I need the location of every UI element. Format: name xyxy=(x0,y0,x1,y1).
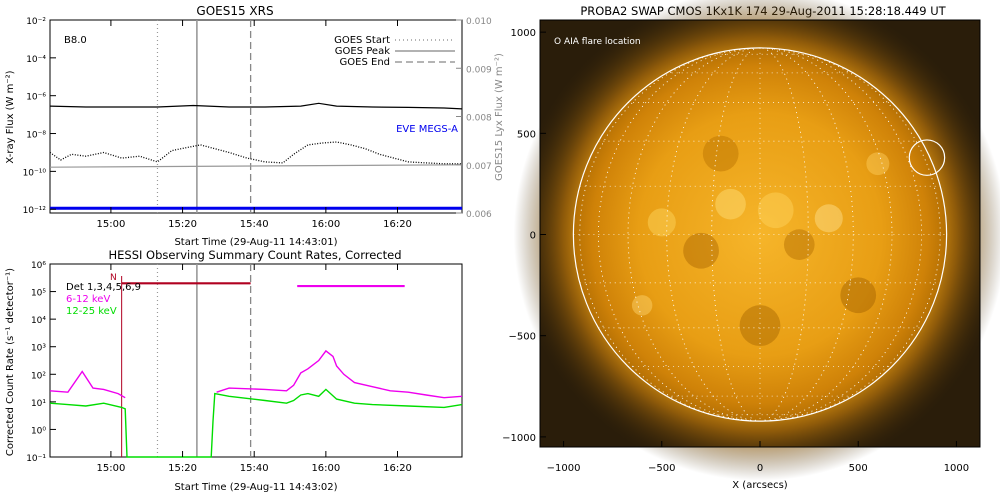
hessi-ylabel: Corrected Count Rate (s⁻¹ detector⁻¹) xyxy=(5,268,16,456)
solar-feature xyxy=(631,295,653,316)
hessi-ytick-label: 10⁻¹ xyxy=(26,454,46,464)
hessi-legend: Det 1,3,4,5,6,9 6-12 keV 12-25 keV xyxy=(66,282,141,317)
swap-ytick-label: 500 xyxy=(517,129,536,140)
solar-disk xyxy=(573,47,947,422)
swap-xtick-label: −500 xyxy=(648,463,675,474)
solar-feature xyxy=(783,229,815,260)
goes-ytick-label: 10⁻² xyxy=(26,17,46,27)
series-6-12-kev-segment xyxy=(216,349,463,399)
goes-legend: GOES Start GOES Peak GOES End xyxy=(334,35,455,68)
goes-ytick-label: 10⁻⁴ xyxy=(26,55,46,65)
hessi-ytick-label: 10⁰ xyxy=(31,426,46,436)
goes-y2tick-label: 0.010 xyxy=(466,17,492,27)
legend-goes-start-label: GOES Start xyxy=(334,35,390,46)
goes-plot-frame xyxy=(49,19,463,214)
solar-feature xyxy=(757,192,794,229)
hessi-ytick-label: 10⁴ xyxy=(31,316,46,326)
hessi-xlabel: Start Time (29-Aug-11 14:43:02) xyxy=(174,482,337,493)
swap-xlabel: X (arcsecs) xyxy=(732,480,788,491)
hessi-xtick-label: 15:20 xyxy=(168,463,197,474)
goes-y2tick-label: 0.008 xyxy=(466,114,492,124)
hessi-panel: HESSI Observing Summary Count Rates, Cor… xyxy=(5,248,463,493)
swap-ytick-label: 1000 xyxy=(511,28,536,39)
goes-xtick-label: 15:20 xyxy=(168,219,197,230)
goes-xtick-label: 15:40 xyxy=(240,219,269,230)
solar-feature xyxy=(739,305,781,347)
solar-texture xyxy=(573,47,947,422)
grid-longitude-line xyxy=(579,47,941,422)
series-goes15-lyx-flux xyxy=(49,164,463,168)
hessi-plot-frame xyxy=(49,263,463,458)
swap-xtick-label: −1000 xyxy=(547,463,581,474)
goes-xtick-label: 15:00 xyxy=(96,219,125,230)
goes-xtick-label: 16:00 xyxy=(311,219,340,230)
goes-y2tick-label: 0.006 xyxy=(466,210,492,220)
legend-6-12-kev: 6-12 keV xyxy=(66,294,110,305)
solar-limb xyxy=(572,47,948,422)
series-goes-long-channel xyxy=(49,102,463,110)
hessi-xtick-label: 16:20 xyxy=(383,463,412,474)
solar-feature xyxy=(647,208,676,237)
goes-class-label: B8.0 xyxy=(64,35,87,46)
hessi-ytick-label: 10¹ xyxy=(31,399,46,409)
goes-ytick-label: 10⁻⁸ xyxy=(26,131,46,141)
solar-feature xyxy=(715,188,746,220)
goes-xrs-panel: GOES15 XRS 15:00 15:20 15:40 16:00 16:20 10⁻… xyxy=(5,4,505,248)
heliographic-grid xyxy=(573,47,947,422)
solar-feature xyxy=(814,204,843,233)
hessi-ytick-label: 10² xyxy=(31,371,46,381)
hessi-title: HESSI Observing Summary Count Rates, Cor… xyxy=(108,248,401,262)
hessi-ytick-label: 10⁶ xyxy=(31,261,46,271)
series-12-25-kev-segment xyxy=(49,388,463,458)
swap-ytick-label: −1000 xyxy=(502,433,536,444)
hessi-ytick-label: 10⁵ xyxy=(31,289,46,299)
legend-12-25-kev: 12-25 keV xyxy=(66,306,117,317)
hessi-xtick-label: 16:00 xyxy=(311,463,340,474)
grid-longitude-line xyxy=(711,47,809,422)
eve-megs-label: EVE MEGS-A xyxy=(396,124,458,135)
swap-ytick-label: −500 xyxy=(509,332,536,343)
legend-goes-peak-label: GOES Peak xyxy=(335,46,390,57)
aia-flare-circle xyxy=(908,139,946,176)
solar-feature xyxy=(683,232,719,269)
goes-ytick-label: 10⁻¹⁰ xyxy=(23,168,47,178)
solar-feature xyxy=(866,152,890,176)
goes-xlabel: Start Time (29-Aug-11 14:43:01) xyxy=(174,237,337,248)
goes-y2tick-label: 0.009 xyxy=(466,65,492,75)
goes-ytick-label: 10⁻¹² xyxy=(23,206,47,216)
solar-feature xyxy=(702,135,739,172)
hessi-xtick-label: 15:40 xyxy=(240,463,269,474)
series-goes-short-channel xyxy=(49,141,462,165)
goes-y2tick-label: 0.007 xyxy=(466,162,492,172)
swap-ytick-label: 0 xyxy=(530,231,536,242)
grid-longitude-line xyxy=(666,47,854,422)
series-6-12-kev-segment xyxy=(49,370,126,399)
swap-image-panel: PROBA2 SWAP CMOS 1Kx1K 174 29-Aug-2011 1… xyxy=(502,0,1000,491)
goes-title: GOES15 XRS xyxy=(196,4,273,18)
legend-detectors: Det 1,3,4,5,6,9 xyxy=(66,282,141,293)
hessi-xtick-label: 15:00 xyxy=(96,463,125,474)
solar-feature xyxy=(840,277,877,314)
goes-ylabel: X-ray Flux (W m⁻²) xyxy=(5,70,16,163)
swap-xtick-label: 0 xyxy=(757,463,763,474)
goes-ytick-label: 10⁻⁶ xyxy=(26,93,46,103)
legend-goes-end-label: GOES End xyxy=(340,57,390,68)
night-label: N xyxy=(110,273,117,283)
goes-ylabel-right: GOES15 Lyx Flux (W m⁻²) xyxy=(494,53,505,181)
goes-xtick-label: 16:20 xyxy=(383,219,412,230)
grid-longitude-line xyxy=(627,47,893,422)
aia-flare-annotation: O AIA flare location xyxy=(554,37,641,47)
swap-xtick-label: 1000 xyxy=(944,463,969,474)
swap-xtick-label: 500 xyxy=(849,463,868,474)
hessi-ytick-label: 10³ xyxy=(31,344,46,354)
